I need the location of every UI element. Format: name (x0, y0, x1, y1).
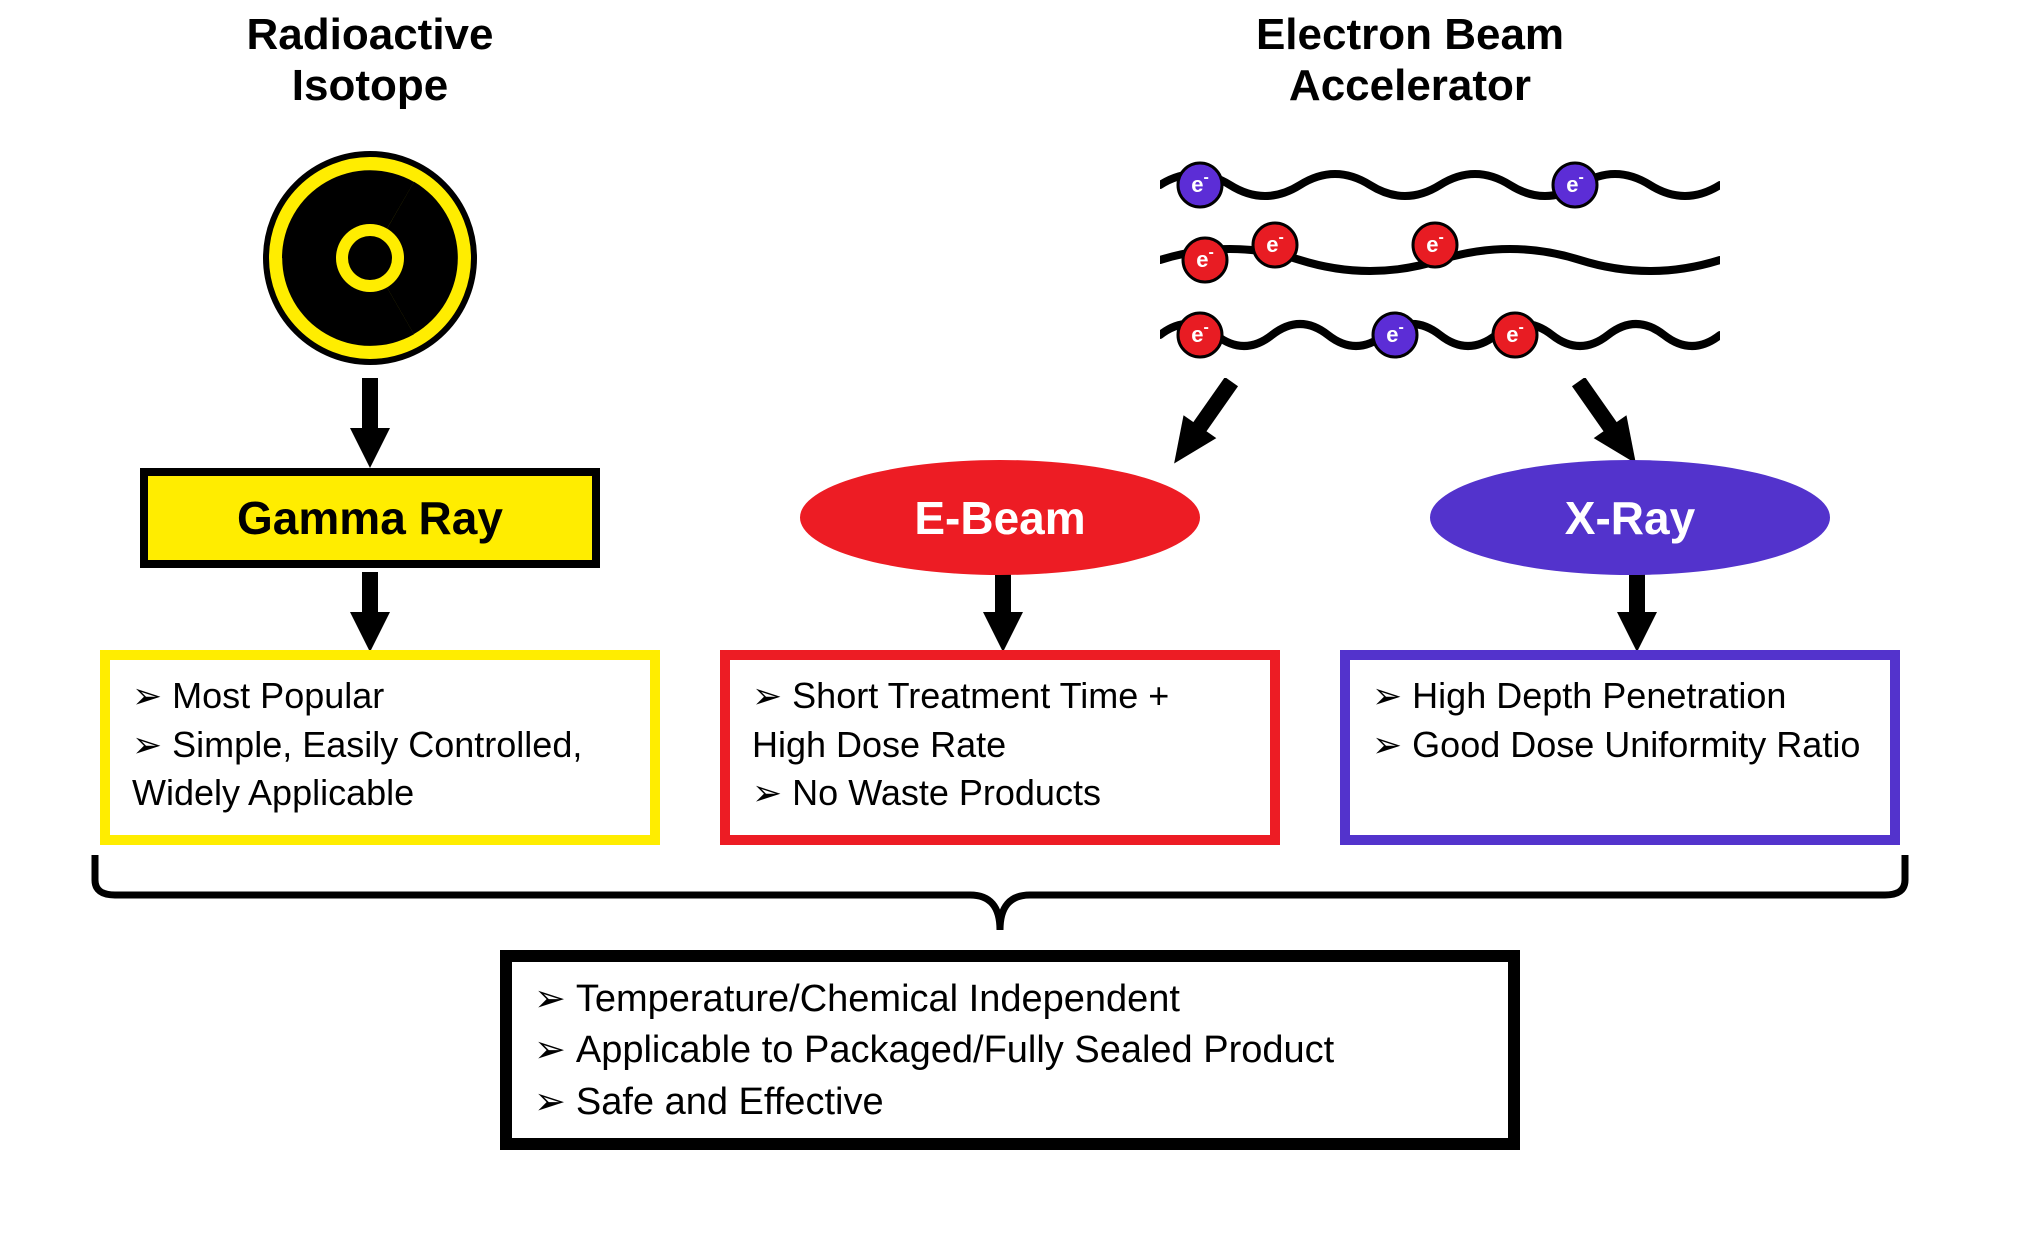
ebeam-features: Short Treatment Time + High Dose RateNo … (720, 650, 1280, 845)
ebeam-features-list: Short Treatment Time + High Dose RateNo … (748, 672, 1252, 818)
ebeam-text: E-Beam (914, 491, 1085, 545)
radiation-icon (262, 150, 478, 366)
xray-features: High Depth PenetrationGood Dose Uniformi… (1340, 650, 1900, 845)
arrow-left-1 (340, 378, 400, 468)
title-radioactive: Radioactive Isotope (200, 10, 540, 111)
title-left-line1: Radioactive (247, 10, 494, 59)
list-item: Safe and Effective (530, 1077, 1490, 1128)
arrow-right-down (1607, 572, 1667, 652)
list-item: Good Dose Uniformity Ratio (1368, 721, 1872, 770)
summary-box: Temperature/Chemical IndependentApplicab… (500, 950, 1520, 1150)
curly-brace (90, 850, 1910, 940)
list-item: Simple, Easily Controlled, Widely Applic… (128, 721, 632, 818)
xray-features-list: High Depth PenetrationGood Dose Uniformi… (1368, 672, 1872, 769)
list-item: Temperature/Chemical Independent (530, 974, 1490, 1025)
arrow-left-2 (340, 572, 400, 652)
title-right-line2: Accelerator (1289, 61, 1531, 110)
list-item: Most Popular (128, 672, 632, 721)
summary-list: Temperature/Chemical IndependentApplicab… (530, 974, 1490, 1128)
list-item: No Waste Products (748, 769, 1252, 818)
gamma-features: Most PopularSimple, Easily Controlled, W… (100, 650, 660, 845)
gamma-features-list: Most PopularSimple, Easily Controlled, W… (128, 672, 632, 818)
electron-beam-graphic: e-e-e-e-e-e-e-e- (1160, 150, 1720, 370)
title-right-line1: Electron Beam (1256, 10, 1564, 59)
list-item: Short Treatment Time + High Dose Rate (748, 672, 1252, 769)
arrow-mid-down (973, 572, 1033, 652)
ebeam-label: E-Beam (800, 460, 1200, 575)
xray-text: X-Ray (1565, 491, 1695, 545)
xray-label: X-Ray (1430, 460, 1830, 575)
arrow-split-left (1160, 378, 1280, 488)
list-item: Applicable to Packaged/Fully Sealed Prod… (530, 1025, 1490, 1076)
gamma-ray-text: Gamma Ray (237, 491, 503, 545)
title-left-line2: Isotope (292, 61, 448, 110)
list-item: High Depth Penetration (1368, 672, 1872, 721)
title-electron-beam: Electron Beam Accelerator (1200, 10, 1620, 111)
gamma-ray-label: Gamma Ray (140, 468, 600, 568)
